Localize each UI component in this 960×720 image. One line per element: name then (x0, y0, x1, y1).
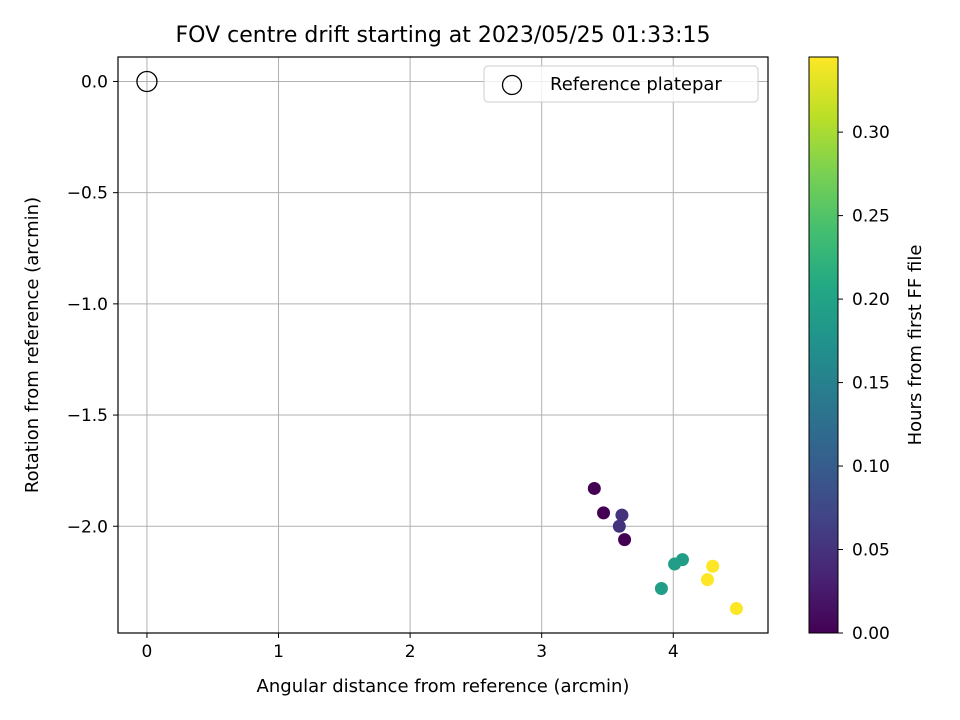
x-axis-label: Angular distance from reference (arcmin) (257, 676, 630, 697)
y-axis-label: Rotation from reference (arcmin) (22, 197, 43, 493)
y-tick-label: −1.0 (67, 295, 108, 315)
plot-frame (117, 56, 769, 634)
y-tick-label: 0.0 (81, 72, 108, 92)
colorbar-ticks: 0.00 0.05 0.10 0.15 0.20 0.25 0.30 (838, 123, 890, 644)
scatter-point (729, 602, 743, 616)
grid (118, 57, 768, 633)
x-tick-label: 3 (536, 642, 547, 662)
scatter-point (615, 508, 629, 522)
scatter-point (612, 519, 626, 533)
scatter-point (654, 582, 668, 596)
y-axis-ticks: 0.0 −0.5 −1.0 −1.5 −2.0 (67, 72, 118, 537)
x-axis-ticks: 0 1 2 3 4 (142, 633, 679, 662)
y-tick-label: −0.5 (67, 184, 108, 204)
colorbar: 0.00 0.05 0.10 0.15 0.20 0.25 0.30 Hours from … (808, 56, 926, 644)
scatter-point (587, 481, 601, 495)
colorbar-tick-label: 0.20 (852, 290, 890, 310)
x-tick-label: 2 (405, 642, 416, 662)
colorbar-tick-label: 0.30 (852, 123, 890, 143)
scatter-point (597, 506, 611, 520)
y-tick-label: −2.0 (67, 517, 108, 537)
colorbar-tick-label: 0.10 (852, 457, 890, 477)
legend-label: Reference platepar (550, 74, 722, 95)
colorbar-label: Hours from first FF file (905, 245, 926, 446)
legend-box (483, 65, 759, 103)
data-points (136, 70, 743, 616)
scatter-point (700, 573, 714, 587)
colorbar-tick-label: 0.25 (852, 207, 890, 227)
colorbar-tick-label: 0.15 (852, 374, 890, 394)
y-tick-label: −1.5 (67, 406, 108, 426)
colorbar-gradient (808, 56, 839, 634)
scatter-point (706, 559, 720, 573)
scatter-point (618, 533, 632, 547)
colorbar-tick-label: 0.05 (852, 541, 890, 561)
x-tick-label: 1 (273, 642, 284, 662)
scatter-point (675, 553, 689, 567)
x-tick-label: 0 (142, 642, 153, 662)
legend: Reference platepar (483, 65, 759, 103)
x-tick-label: 4 (668, 642, 679, 662)
reference-point (136, 70, 158, 93)
chart-title: FOV centre drift starting at 2023/05/25 … (176, 23, 711, 48)
colorbar-tick-label: 0.00 (852, 624, 890, 644)
legend-marker (501, 74, 523, 96)
